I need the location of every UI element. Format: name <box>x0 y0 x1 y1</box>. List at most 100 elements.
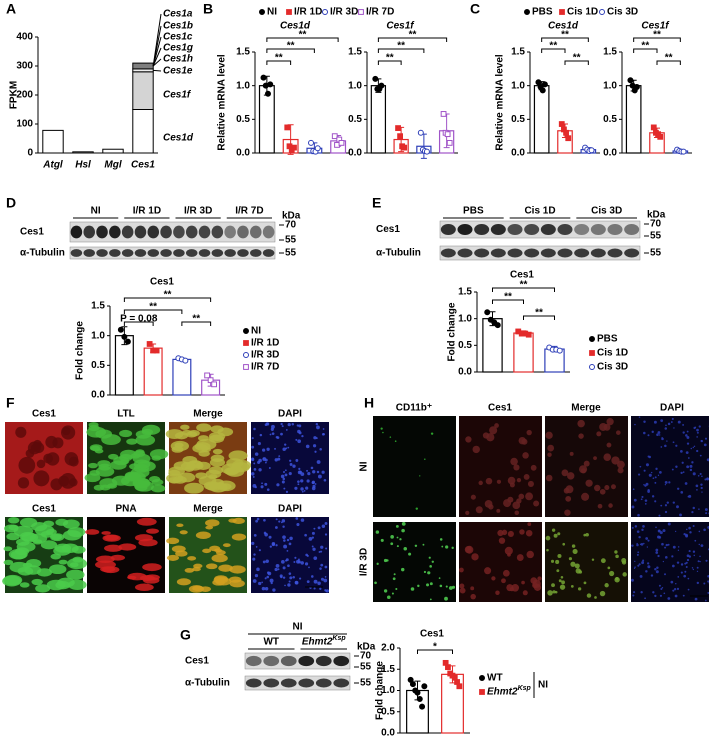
data-point <box>563 129 569 136</box>
micrograph-detail <box>389 436 392 438</box>
significance-label: ** <box>641 41 649 52</box>
micrograph-detail <box>195 531 211 540</box>
blot-band <box>457 224 473 235</box>
micrograph-detail <box>698 425 701 428</box>
micrograph-detail <box>316 460 321 464</box>
micrograph-detail <box>35 584 51 593</box>
micrograph-detail <box>692 506 695 510</box>
micrograph-detail <box>655 570 659 574</box>
significance-label: ** <box>275 53 283 64</box>
significance-label: * <box>433 642 437 653</box>
panel-letter: F <box>6 395 15 411</box>
micrograph-detail <box>704 437 708 440</box>
blot-band <box>70 225 83 239</box>
micrograph-detail <box>686 558 690 562</box>
y-tick-label: 0.5 <box>511 114 525 125</box>
micrograph-detail <box>184 567 195 573</box>
legend-label: I/R 7D <box>251 362 279 373</box>
blot-band <box>574 224 590 235</box>
significance-bracket <box>266 48 315 53</box>
micrograph-detail <box>104 544 123 552</box>
x-tick-label: Ces1 <box>131 160 155 171</box>
image-label: PNA <box>115 504 136 515</box>
micrograph-detail <box>533 500 540 507</box>
micrograph-detail <box>644 597 647 600</box>
micrograph-detail <box>51 534 63 541</box>
micrograph-detail <box>274 567 278 572</box>
micrograph-detail <box>667 522 671 526</box>
micrograph-detail <box>704 508 708 511</box>
micrograph-detail <box>574 563 580 569</box>
legend-marker <box>589 364 595 370</box>
micrograph-detail <box>489 426 498 435</box>
micrograph-detail <box>496 508 501 513</box>
micrograph-detail <box>673 587 677 591</box>
y-axis-label: Fold change <box>375 661 386 720</box>
y-tick-label: 1.5 <box>458 287 472 298</box>
micrograph-detail <box>645 537 649 540</box>
micrograph-detail <box>266 447 270 451</box>
data-point <box>657 133 664 140</box>
kda-label: kDa <box>357 642 376 653</box>
legend-marker <box>479 675 485 681</box>
micrograph-detail <box>701 491 703 493</box>
micrograph-detail <box>696 570 699 573</box>
micrograph-detail <box>682 423 685 426</box>
micrograph-detail <box>318 551 321 553</box>
micrograph-detail <box>289 536 293 541</box>
micrograph-detail <box>320 545 324 549</box>
micrograph-detail <box>254 452 259 456</box>
micrograph-detail <box>545 431 553 439</box>
micrograph-detail <box>297 470 302 475</box>
micrograph-detail <box>58 559 68 565</box>
micrograph-detail <box>653 420 657 424</box>
significance-bracket <box>541 37 589 42</box>
significance-bracket <box>266 37 339 42</box>
micrograph <box>373 416 456 517</box>
micrograph-detail <box>583 460 590 467</box>
micrograph-detail <box>558 579 562 583</box>
micrograph-detail <box>255 546 258 548</box>
y-tick-label: 0.5 <box>91 360 105 371</box>
data-point <box>291 144 297 151</box>
micrograph-detail <box>657 474 660 477</box>
y-tick-label: 1.0 <box>348 80 362 91</box>
micrograph-detail <box>585 479 593 487</box>
micrograph-detail <box>700 440 703 442</box>
micrograph-detail <box>316 470 320 474</box>
micrograph-detail <box>577 419 585 428</box>
micrograph-detail <box>313 527 316 530</box>
micrograph-detail <box>636 553 639 556</box>
micrograph-detail <box>511 583 520 592</box>
micrograph-detail <box>516 477 522 483</box>
micrograph-detail <box>386 559 389 562</box>
micrograph-detail <box>662 560 665 563</box>
micrograph-detail <box>263 531 267 535</box>
blot-band <box>160 225 172 239</box>
micrograph-detail <box>685 561 688 564</box>
micrograph-detail <box>637 551 640 554</box>
micrograph-detail <box>292 575 295 579</box>
micrograph-detail <box>634 525 638 528</box>
micrograph-detail <box>306 469 309 472</box>
micrograph-detail <box>675 444 678 447</box>
micrograph-detail <box>518 436 526 445</box>
data-point <box>421 683 428 690</box>
micrograph-detail <box>656 433 659 437</box>
micrograph-detail <box>297 480 300 483</box>
lane-group-label: I/R 1D <box>133 206 161 217</box>
micrograph-detail <box>482 432 490 439</box>
micrograph-detail <box>603 453 612 461</box>
micrograph-detail <box>641 561 645 565</box>
micrograph-detail <box>699 454 702 457</box>
micrograph-detail <box>193 563 203 569</box>
micrograph-detail <box>424 458 426 461</box>
blot-band <box>198 249 211 257</box>
micrograph-detail <box>637 513 640 517</box>
blot-band <box>147 249 160 257</box>
micrograph-detail <box>525 492 533 501</box>
chart-title: Ces1 <box>510 270 534 281</box>
data-point <box>417 129 424 136</box>
segment-label: Ces1d <box>163 133 194 144</box>
micrograph-detail <box>300 479 304 483</box>
